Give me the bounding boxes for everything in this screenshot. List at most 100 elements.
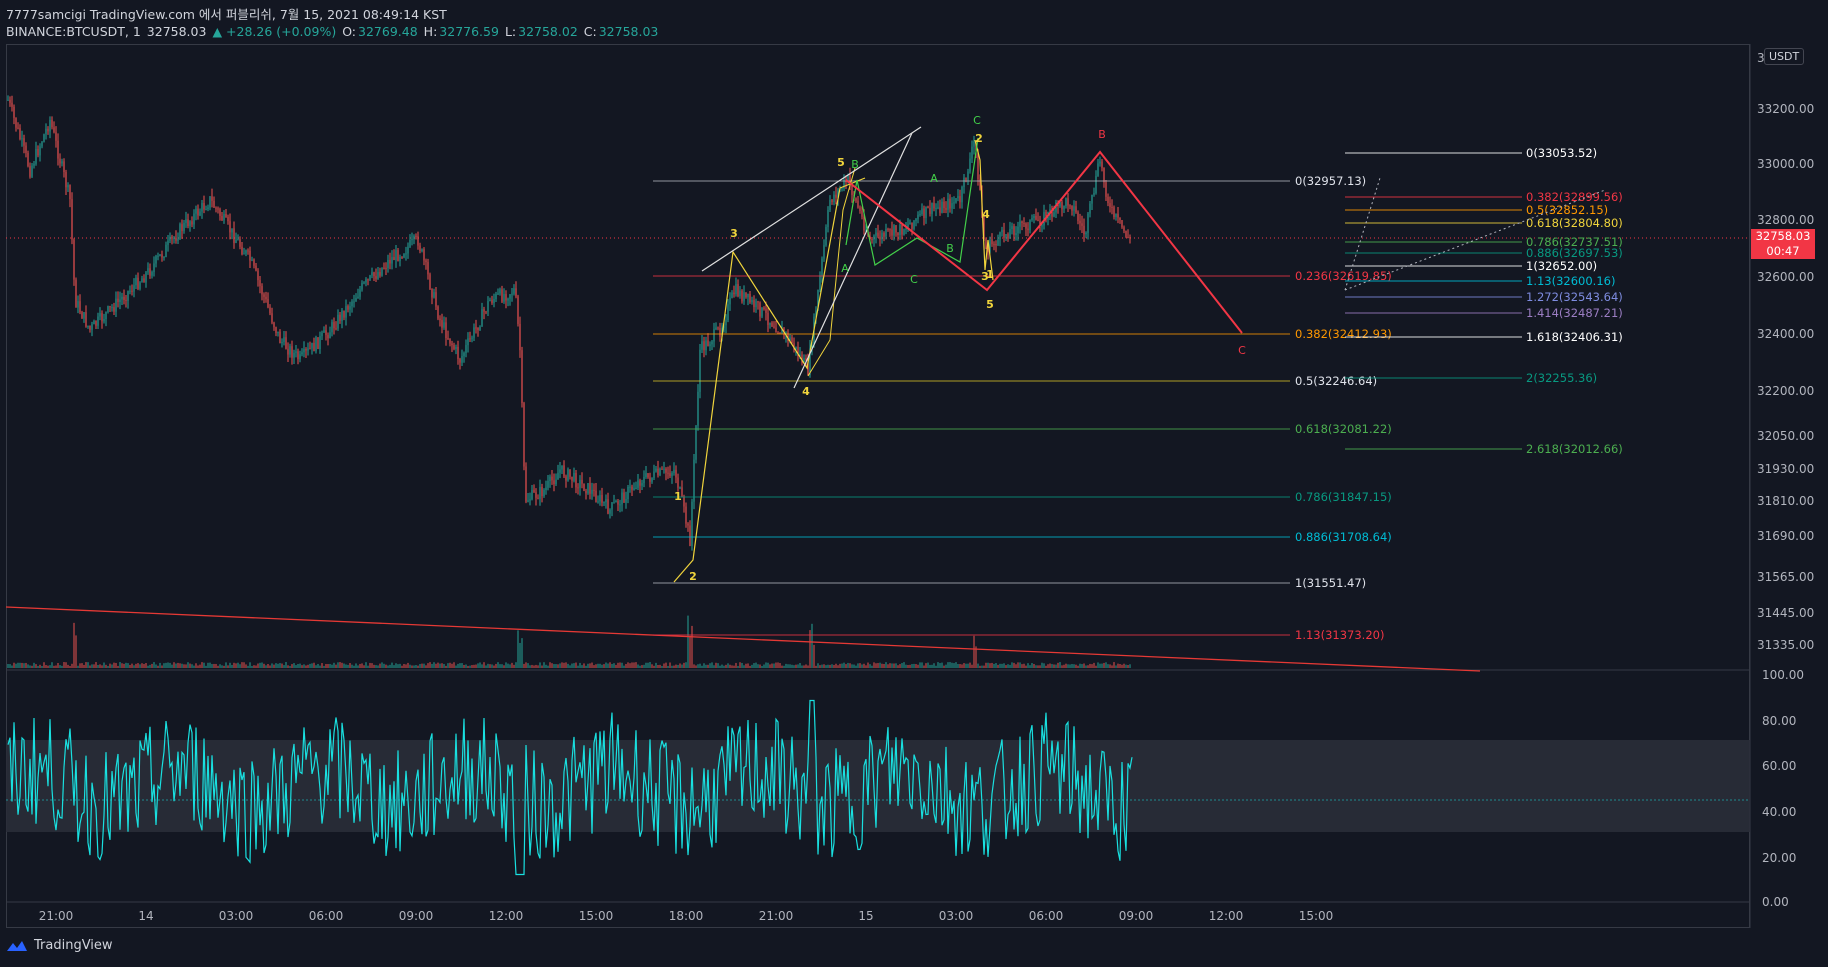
- candle-body: [285, 337, 287, 349]
- channel-lower[interactable]: [793, 132, 913, 389]
- candle-body: [461, 356, 463, 363]
- candle-body: [133, 285, 135, 292]
- candle-body: [171, 236, 173, 239]
- volume-bar: [735, 662, 737, 668]
- volume-bar: [121, 663, 123, 668]
- candle-body: [331, 322, 333, 333]
- yellow-impulse-1b[interactable]: [807, 167, 856, 377]
- candle-body: [377, 272, 379, 279]
- volume-bar: [11, 665, 13, 668]
- fib-retracement[interactable]: 0(32957.13) 0.236(32619.85) 0.382(32412.93…: [653, 174, 1392, 642]
- volume-bar: [587, 663, 589, 668]
- candle-body: [585, 490, 587, 494]
- candle-body: [547, 480, 549, 488]
- candle-body: [105, 312, 107, 320]
- candle-body: [295, 351, 297, 353]
- candle-body: [391, 257, 393, 264]
- volume-bar: [505, 662, 507, 668]
- volume-bar: [639, 665, 641, 668]
- volume-bar: [369, 662, 371, 668]
- candle-body: [97, 316, 99, 326]
- volume-bar: [1095, 665, 1097, 668]
- candle-body: [513, 288, 515, 294]
- volume-bar: [339, 662, 341, 668]
- fib-extension[interactable]: 0(33053.52)0.382(32899.56)0.5(32852.15)0…: [1345, 146, 1623, 456]
- candle-body: [149, 268, 151, 276]
- candle-body: [819, 275, 821, 291]
- candle-body: [355, 297, 357, 302]
- candle-body: [1127, 236, 1129, 238]
- symbol-legend[interactable]: BINANCE:BTCUSDT, 1 32758.03 ▲ +28.26 (+0…: [6, 23, 660, 40]
- volume-bar: [631, 662, 633, 668]
- candle-body: [671, 472, 673, 477]
- candle-body: [991, 239, 993, 245]
- volume-bar: [265, 665, 267, 668]
- candle-body: [359, 289, 361, 297]
- volume-bar: [719, 665, 721, 668]
- volume-bar: [107, 665, 109, 668]
- volume-bar: [213, 663, 215, 668]
- fib-extension-label: 2(32255.36): [1526, 371, 1597, 385]
- volume-bar: [1005, 665, 1007, 668]
- candle-body: [427, 262, 429, 275]
- price-axis[interactable]: 3 33200.00 33000.00 32800.00 32600.00 32400.0…: [1757, 51, 1814, 652]
- candle-body: [73, 239, 75, 280]
- volume-bar: [743, 665, 745, 668]
- volume-bar: [1057, 662, 1059, 668]
- volume-bar: [459, 663, 461, 668]
- elliott-waves[interactable]: [673, 126, 1606, 583]
- channel-upper[interactable]: [701, 126, 922, 272]
- ext-dotted-2[interactable]: [1344, 189, 1606, 291]
- candle-body: [1117, 213, 1119, 218]
- long-trendline[interactable]: [5, 606, 1481, 672]
- candle-body: [661, 468, 663, 470]
- candle-body: [251, 259, 253, 261]
- candle-body: [177, 238, 179, 241]
- candle-body: [85, 312, 87, 327]
- volume-bar: [1067, 664, 1069, 668]
- volume-bar: [553, 664, 555, 668]
- volume-bar: [35, 664, 37, 668]
- time-axis[interactable]: 21:00 14 03:00 06:00 09:00 12:00 15:00 18:00 21:…: [39, 909, 1334, 923]
- volume-bar: [299, 663, 301, 668]
- candle-body: [1019, 221, 1021, 227]
- candle-body: [665, 468, 667, 473]
- volume-bar: [1013, 662, 1015, 668]
- candle-body: [911, 222, 913, 229]
- volume-bar: [1007, 664, 1009, 668]
- yellow-impulse-1[interactable]: [673, 177, 866, 583]
- green-abc[interactable]: [845, 137, 979, 266]
- candle-body: [719, 328, 721, 337]
- volume-bar: [989, 663, 991, 668]
- change: ▲ +28.26 (+0.09%): [212, 24, 337, 39]
- volume-bar: [297, 663, 299, 668]
- volume-bar: [1053, 664, 1055, 668]
- yellow-impulse-2[interactable]: [974, 139, 994, 281]
- candle-body: [115, 298, 117, 312]
- candle-body: [89, 325, 91, 330]
- volume-bar: [317, 663, 319, 668]
- volume-bar: [737, 665, 739, 668]
- candle-body: [1125, 230, 1127, 237]
- volume-bar: [161, 665, 163, 668]
- time-tick: 18:00: [669, 909, 704, 923]
- currency-badge[interactable]: USDT: [1764, 48, 1805, 65]
- volume-bar: [319, 665, 321, 668]
- symbol-name[interactable]: BINANCE:BTCUSDT, 1: [6, 24, 141, 39]
- candle-body: [323, 330, 325, 333]
- rsi-axis[interactable]: 100.00 80.00 60.00 40.00 20.00 0.00: [1762, 668, 1804, 909]
- fib-retracement-label: 0.5(32246.64): [1295, 374, 1377, 388]
- volume-bar: [967, 663, 969, 668]
- volume-bar: [1037, 665, 1039, 668]
- price-tick: 33200.00: [1757, 102, 1814, 116]
- volume-bar: [351, 664, 353, 668]
- volume-bar: [683, 662, 685, 668]
- rsi-tick: 0.00: [1762, 895, 1789, 909]
- volume-bar: [1041, 662, 1043, 668]
- volume-bar: [423, 663, 425, 668]
- candle-body: [271, 313, 273, 323]
- candle-body: [1001, 229, 1003, 233]
- candle-body: [57, 140, 59, 159]
- red-abc[interactable]: [845, 150, 1243, 334]
